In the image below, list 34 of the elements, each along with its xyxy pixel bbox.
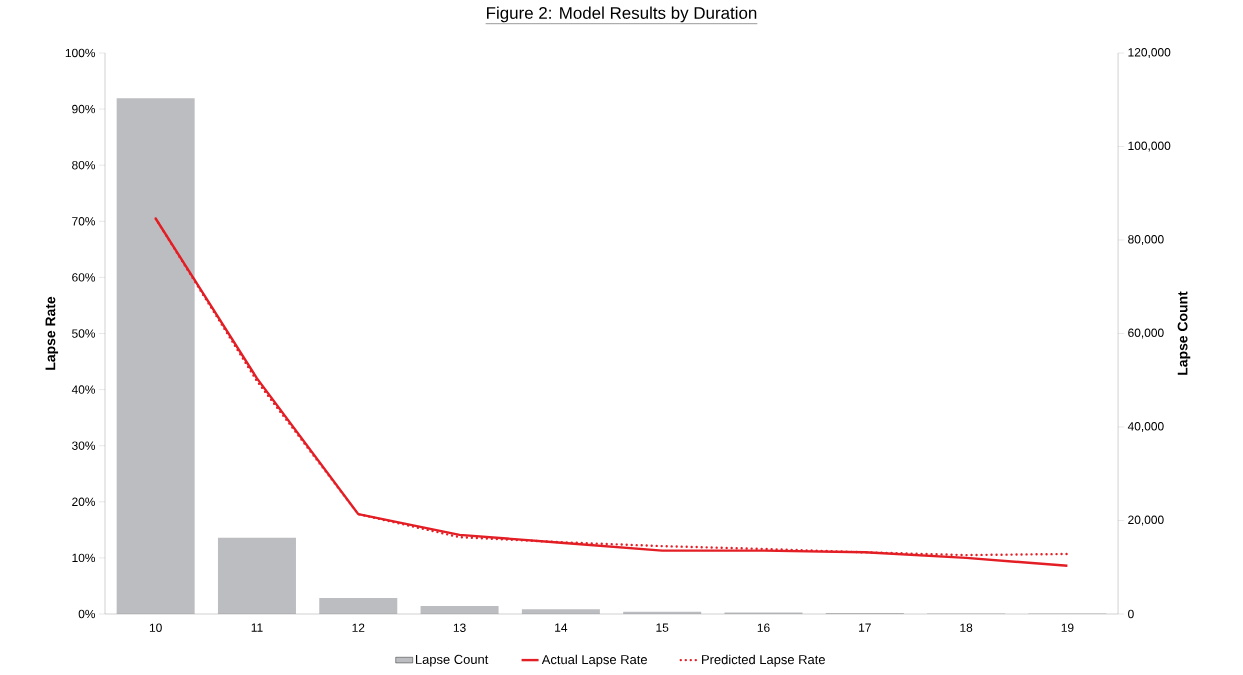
y-tick-label: 20% <box>72 497 96 507</box>
y2-tick-label: 20,000 <box>1128 515 1164 526</box>
legend-label: Predicted Lapse Rate <box>702 654 825 667</box>
y2-axis-title: Lapse Count <box>1177 291 1191 375</box>
x-tick-label: 13 <box>453 623 466 632</box>
x-tick-label: 17 <box>859 623 871 632</box>
y-tick-label: 70% <box>72 217 96 226</box>
y-tick-label: 0% <box>78 609 96 619</box>
x-tick-label: 19 <box>1061 623 1074 632</box>
legend-label: Lapse Count <box>415 654 489 667</box>
y-tick-label: 10% <box>72 553 96 563</box>
y-axis-title: Lapse Rate <box>45 296 59 370</box>
y-tick-label: 50% <box>72 329 96 338</box>
y2-tick-label: 120,000 <box>1128 48 1171 58</box>
y2-tick-label: 80,000 <box>1128 235 1164 245</box>
y-tick-label: 80% <box>72 160 96 170</box>
y-tick-label: 60% <box>72 273 96 282</box>
x-tick-label: 10 <box>149 623 162 632</box>
x-tick-label: 14 <box>555 623 568 632</box>
y-tick-label: 30% <box>72 441 96 450</box>
y-tick-label: 40% <box>71 385 96 394</box>
x-tick-label: 11 <box>251 623 263 632</box>
chart-title: Figure 2: Model Results by Duration <box>487 6 757 23</box>
x-tick-label: 12 <box>352 623 365 632</box>
x-tick-label: 16 <box>757 623 770 632</box>
y-tick-label: 100% <box>65 48 96 58</box>
y2-tick-label: 60,000 <box>1128 328 1164 339</box>
x-tick-label: 18 <box>960 623 973 632</box>
y2-tick-label: 40,000 <box>1127 422 1164 432</box>
y2-tick-label: 100,000 <box>1128 141 1171 152</box>
legend-label: Actual Lapse Rate <box>541 654 647 667</box>
x-tick-label: 15 <box>656 623 669 632</box>
y2-tick-label: 0 <box>1128 609 1134 619</box>
y-tick-label: 90% <box>72 104 96 114</box>
